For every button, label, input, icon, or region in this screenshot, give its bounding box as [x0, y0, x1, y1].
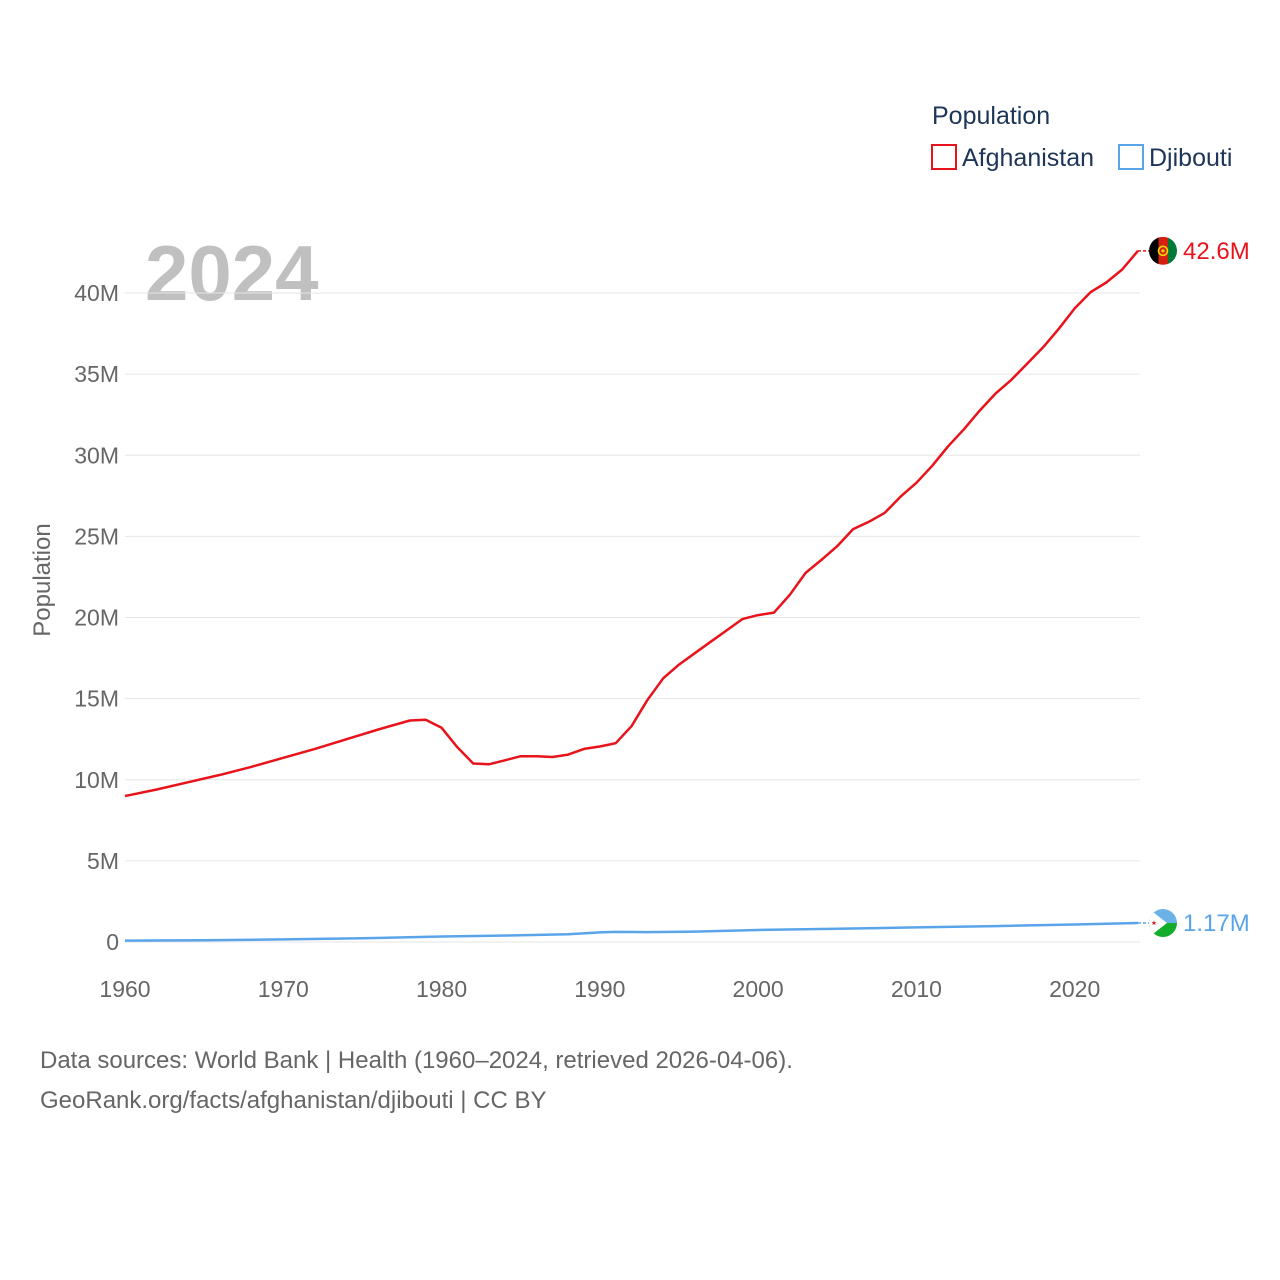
x-tick-label: 1990 [574, 976, 625, 1002]
legend-title: Population [932, 102, 1050, 130]
y-tick-label: 30M [74, 442, 119, 468]
x-tick-label: 2010 [891, 976, 942, 1002]
x-tick-label: 1960 [99, 976, 150, 1002]
legend-swatch-afghanistan[interactable] [931, 144, 957, 170]
y-tick-label: 40M [74, 280, 119, 306]
series-line-djibouti[interactable] [124, 921, 1139, 942]
grid-layer [125, 292, 1140, 943]
legend-label-afghanistan[interactable]: Afghanistan [962, 144, 1094, 172]
series-line-afghanistan[interactable] [124, 249, 1139, 798]
afghanistan-end-label: 42.6M [1183, 238, 1250, 265]
series-layer [124, 249, 1139, 942]
legend-swatch-djibouti[interactable] [1118, 144, 1144, 170]
x-tick-label: 2000 [733, 976, 784, 1002]
djibouti-end-label: 1.17M [1183, 910, 1250, 937]
x-tick-label: 1970 [258, 976, 309, 1002]
y-tick-label: 25M [74, 523, 119, 549]
y-tick-label: 20M [74, 605, 119, 631]
djibouti-flag-icon [1149, 909, 1177, 938]
x-tick-label: 2020 [1049, 976, 1100, 1002]
y-axis-title: Population [29, 523, 56, 636]
y-tick-label: 5M [87, 848, 119, 874]
x-tick-label: 1980 [416, 976, 467, 1002]
attribution-link[interactable]: GeoRank.org/facts/afghanistan/djibouti |… [40, 1087, 547, 1114]
y-tick-label: 0 [106, 929, 119, 955]
y-tick-label: 35M [74, 361, 119, 387]
afghanistan-flag-icon [1149, 236, 1177, 265]
source-line: Data sources: World Bank | Health (1960–… [40, 1047, 793, 1074]
legend-label-djibouti[interactable]: Djibouti [1149, 144, 1232, 172]
y-tick-label: 10M [74, 767, 119, 793]
year-label: 2024 [145, 229, 319, 317]
tick-layer: 0 5M 10M 15M 20M 25M 30M 35M 40M 1960 1970 1980 1990… [74, 280, 1100, 1002]
y-tick-label: 15M [74, 686, 119, 712]
